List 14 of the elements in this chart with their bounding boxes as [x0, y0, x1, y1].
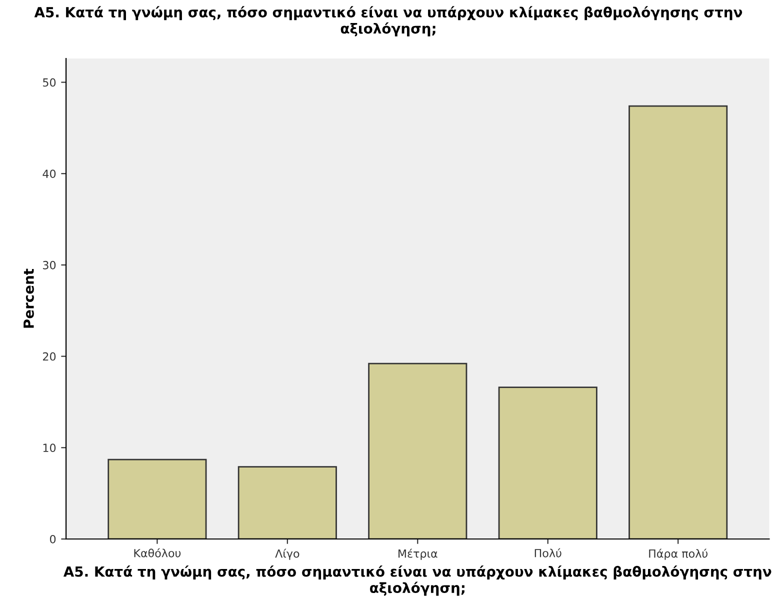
x-tick-label: Πάρα πολύ: [649, 548, 708, 560]
y-tick-label: 10: [43, 444, 56, 452]
y-tick-label: 30: [43, 260, 56, 270]
x-tick-label: Πολύ: [534, 548, 562, 558]
x-tick-label: Μέτρια: [398, 548, 438, 560]
y-tick-label: 50: [43, 78, 56, 87]
x-tick-label: Καθόλου: [134, 548, 181, 558]
y-tick-label: 40: [42, 170, 56, 178]
y-axis-title: Percent: [24, 268, 34, 328]
y-tick-label: 0: [50, 534, 56, 544]
chart-title: A5. Κατά τη γνώμη σας, πόσο σημαντικό είναι να υπάρχουν κλίμακες βαθμολόγησης στην αξιολόγηση;: [34, 6, 742, 36]
x-axis-title: A5. Κατά τη γνώμη σας, πόσο σημαντικό είναι να υπάρχουν κλίμακες βαθμολόγησης στην αξιολόγηση;: [63, 565, 772, 596]
y-tick-label: 20: [43, 352, 56, 361]
x-tick-label: Λίγο: [275, 548, 300, 560]
